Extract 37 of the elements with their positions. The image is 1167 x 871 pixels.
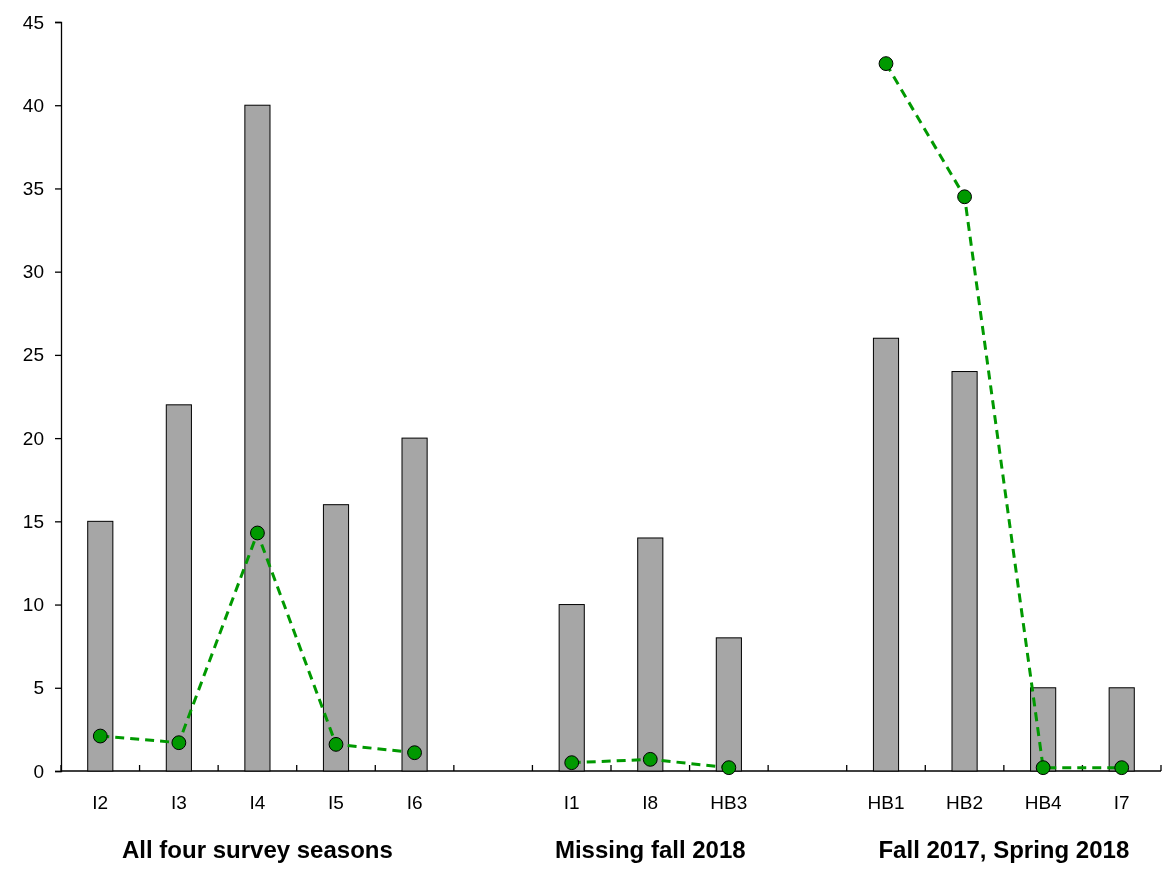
point xyxy=(1114,760,1130,776)
text: All four survey seasons xyxy=(122,836,393,863)
point xyxy=(92,728,108,744)
text: Missing fall 2018 xyxy=(554,836,746,863)
y-tick-label: 10 xyxy=(22,594,44,616)
point xyxy=(957,189,972,205)
y-tick-label: 25 xyxy=(22,344,44,366)
y-tick-label: 30 xyxy=(22,261,44,283)
y-tick-label: 15 xyxy=(22,510,44,532)
point xyxy=(1035,760,1051,776)
x-tick-label: I2 xyxy=(92,792,109,813)
x-tick-label: HB4 xyxy=(1024,792,1063,813)
y-tick-label: 45 xyxy=(22,11,44,33)
y-tick-label: 40 xyxy=(22,94,44,116)
point xyxy=(564,755,580,771)
point xyxy=(171,735,187,751)
point xyxy=(328,736,344,752)
point xyxy=(250,525,265,541)
x-tick-label: I1 xyxy=(563,792,580,813)
point xyxy=(721,760,737,776)
x-tick-label: I8 xyxy=(642,792,659,813)
point xyxy=(642,751,658,767)
x-tick-label: I7 xyxy=(1113,792,1130,813)
x-tick-label: HB1 xyxy=(867,792,905,813)
x-tick-label: I5 xyxy=(328,792,344,813)
x-tick-label: I3 xyxy=(170,792,187,813)
x-tick-label: I6 xyxy=(406,792,423,813)
y-tick-label: 20 xyxy=(22,427,44,449)
y-tick-label: 35 xyxy=(22,178,44,200)
text: Fall 2017, Spring 2018 xyxy=(878,836,1130,863)
point xyxy=(878,56,894,72)
x-tick-label: HB2 xyxy=(946,792,984,813)
point xyxy=(407,745,422,761)
x-tick-label: HB3 xyxy=(710,792,748,813)
y-tick-label: 5 xyxy=(33,677,44,699)
x-tick-label: I4 xyxy=(249,792,266,813)
y-tick-label: 0 xyxy=(33,760,44,782)
